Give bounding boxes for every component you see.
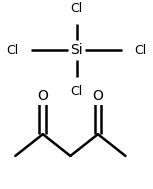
Text: Cl: Cl (6, 44, 18, 57)
Text: Si: Si (70, 43, 83, 57)
Text: O: O (37, 89, 48, 103)
Text: O: O (92, 89, 103, 103)
Text: Cl: Cl (70, 85, 83, 98)
Text: Cl: Cl (135, 44, 147, 57)
Text: Cl: Cl (70, 2, 83, 15)
